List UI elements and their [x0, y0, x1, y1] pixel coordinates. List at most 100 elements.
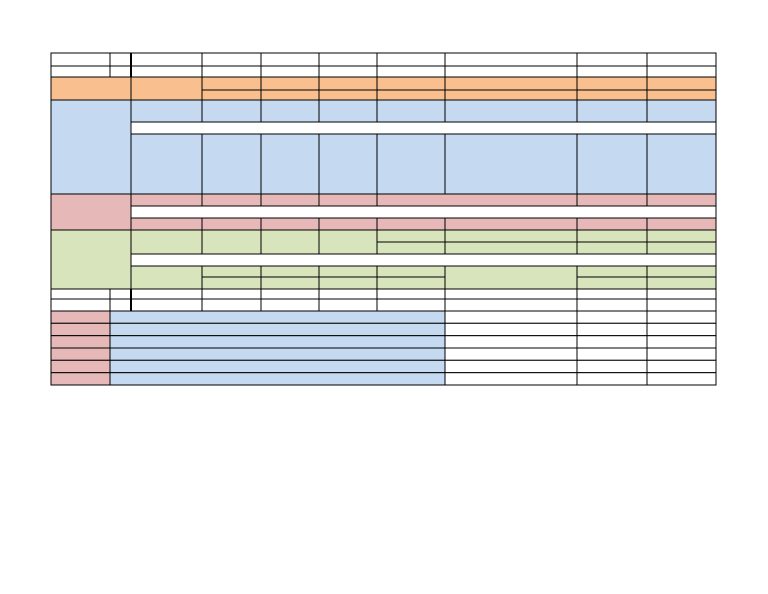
cell — [576, 52, 648, 67]
cell — [646, 52, 717, 67]
cell — [50, 335, 111, 349]
cell — [576, 193, 648, 207]
cell — [444, 241, 578, 255]
cell — [201, 298, 262, 312]
cell — [646, 276, 717, 290]
cell — [50, 310, 111, 324]
cell — [576, 76, 648, 91]
cell — [260, 65, 320, 78]
cell — [260, 133, 320, 195]
cell — [376, 217, 446, 231]
cell — [444, 288, 578, 300]
cell — [318, 99, 378, 123]
cell — [646, 335, 717, 349]
cell — [576, 298, 648, 312]
cell — [109, 288, 132, 300]
cell — [576, 241, 648, 255]
cell — [130, 217, 203, 231]
cell — [646, 359, 717, 374]
cell — [260, 276, 320, 290]
cell — [376, 276, 446, 290]
cell — [109, 310, 446, 324]
cell — [130, 133, 203, 195]
cell — [444, 265, 578, 290]
cell — [576, 217, 648, 231]
cell — [260, 298, 320, 312]
cell — [444, 347, 578, 361]
cell — [318, 89, 378, 101]
cell — [576, 372, 648, 386]
cell — [201, 99, 262, 123]
cell — [130, 65, 203, 78]
cell — [201, 217, 262, 231]
cell — [444, 335, 578, 349]
cell — [646, 89, 717, 101]
cell — [318, 276, 378, 290]
cell — [130, 205, 717, 219]
cell — [260, 76, 320, 91]
cell — [376, 241, 446, 255]
cell — [376, 76, 446, 91]
cell — [130, 265, 203, 290]
cell — [646, 288, 717, 300]
cell — [376, 89, 446, 101]
cell — [576, 89, 648, 101]
cell — [260, 99, 320, 123]
cell — [50, 288, 111, 300]
cell — [646, 265, 717, 278]
cell — [50, 347, 111, 361]
cell — [260, 288, 320, 300]
cell — [576, 310, 648, 324]
cell — [444, 65, 578, 78]
cell — [130, 99, 203, 123]
cell — [260, 52, 320, 67]
cell — [576, 322, 648, 337]
cell — [376, 99, 446, 123]
cell — [318, 288, 378, 300]
cell — [260, 265, 320, 278]
cell — [576, 359, 648, 374]
cell — [260, 193, 320, 207]
cell — [130, 76, 203, 101]
cell — [201, 288, 262, 300]
cell — [444, 52, 578, 67]
cell — [109, 335, 446, 349]
cell — [444, 359, 578, 374]
cell — [646, 217, 717, 231]
cell — [444, 372, 578, 386]
cell — [576, 99, 648, 123]
cell — [201, 276, 262, 290]
cell — [318, 265, 378, 278]
cell — [318, 65, 378, 78]
cell — [646, 298, 717, 312]
cell — [646, 241, 717, 255]
cell — [201, 133, 262, 195]
cell — [109, 322, 446, 337]
cell — [576, 265, 648, 278]
cell — [130, 121, 717, 135]
cell — [576, 347, 648, 361]
cell — [444, 310, 578, 324]
cell — [109, 359, 446, 374]
cell — [646, 347, 717, 361]
cell — [130, 52, 203, 67]
cell — [130, 229, 203, 255]
cell — [444, 322, 578, 337]
cell — [646, 133, 717, 195]
cell — [109, 372, 446, 386]
cell — [318, 133, 378, 195]
cell — [201, 52, 262, 67]
cell — [576, 229, 648, 243]
cell — [646, 372, 717, 386]
cell — [50, 52, 111, 67]
cell — [376, 133, 446, 195]
cell — [444, 133, 578, 195]
cell — [646, 229, 717, 243]
cell — [201, 229, 262, 255]
cell — [318, 193, 378, 207]
cell — [201, 193, 262, 207]
cell — [444, 298, 578, 312]
cell — [201, 76, 262, 91]
